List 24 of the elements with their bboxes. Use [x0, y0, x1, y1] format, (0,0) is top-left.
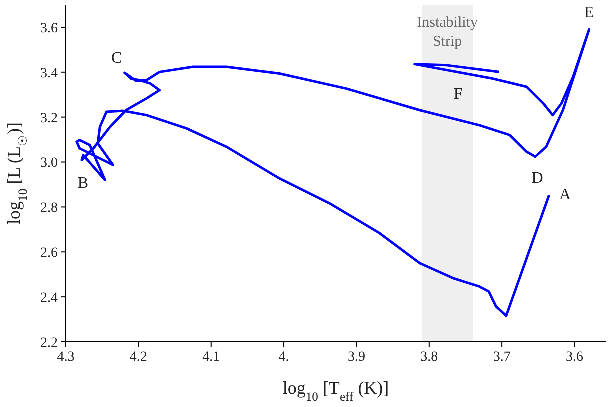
x-tick-label: 3.6 [566, 350, 584, 365]
x-tick-label: 4.2 [130, 350, 148, 365]
y-tick-label: 2.6 [40, 246, 58, 262]
x-tick-label: 3.7 [493, 350, 511, 365]
band-label: Instability Strip [417, 15, 478, 50]
y-tick-label: 2.4 [40, 291, 58, 306]
annotation: E [584, 4, 594, 22]
y-tick-label: 3.4 [40, 66, 58, 82]
x-axis-title: log$_{10}$ [T$_{eff}$ (K)] [282, 378, 390, 404]
y-tick-label: 2.2 [40, 336, 58, 351]
y-tick-label: 3.2 [40, 111, 58, 126]
x-tick-label: 4.1 [202, 350, 220, 365]
x-tick-label: 3.8 [420, 350, 438, 365]
x-tick-label: 3.9 [348, 350, 366, 365]
annotation: F [454, 86, 463, 103]
x-tick-label: 4.3 [57, 350, 75, 365]
annotation: B [78, 175, 89, 192]
y-tick-label: 3.0 [40, 156, 58, 172]
annotation: C [112, 50, 122, 68]
annotation: D [532, 170, 544, 187]
x-tick-label: 4. [278, 350, 290, 365]
y-tick-label: 3.6 [40, 21, 58, 36]
annotation: A [560, 186, 572, 204]
y-tick-label: 2.8 [40, 201, 58, 216]
